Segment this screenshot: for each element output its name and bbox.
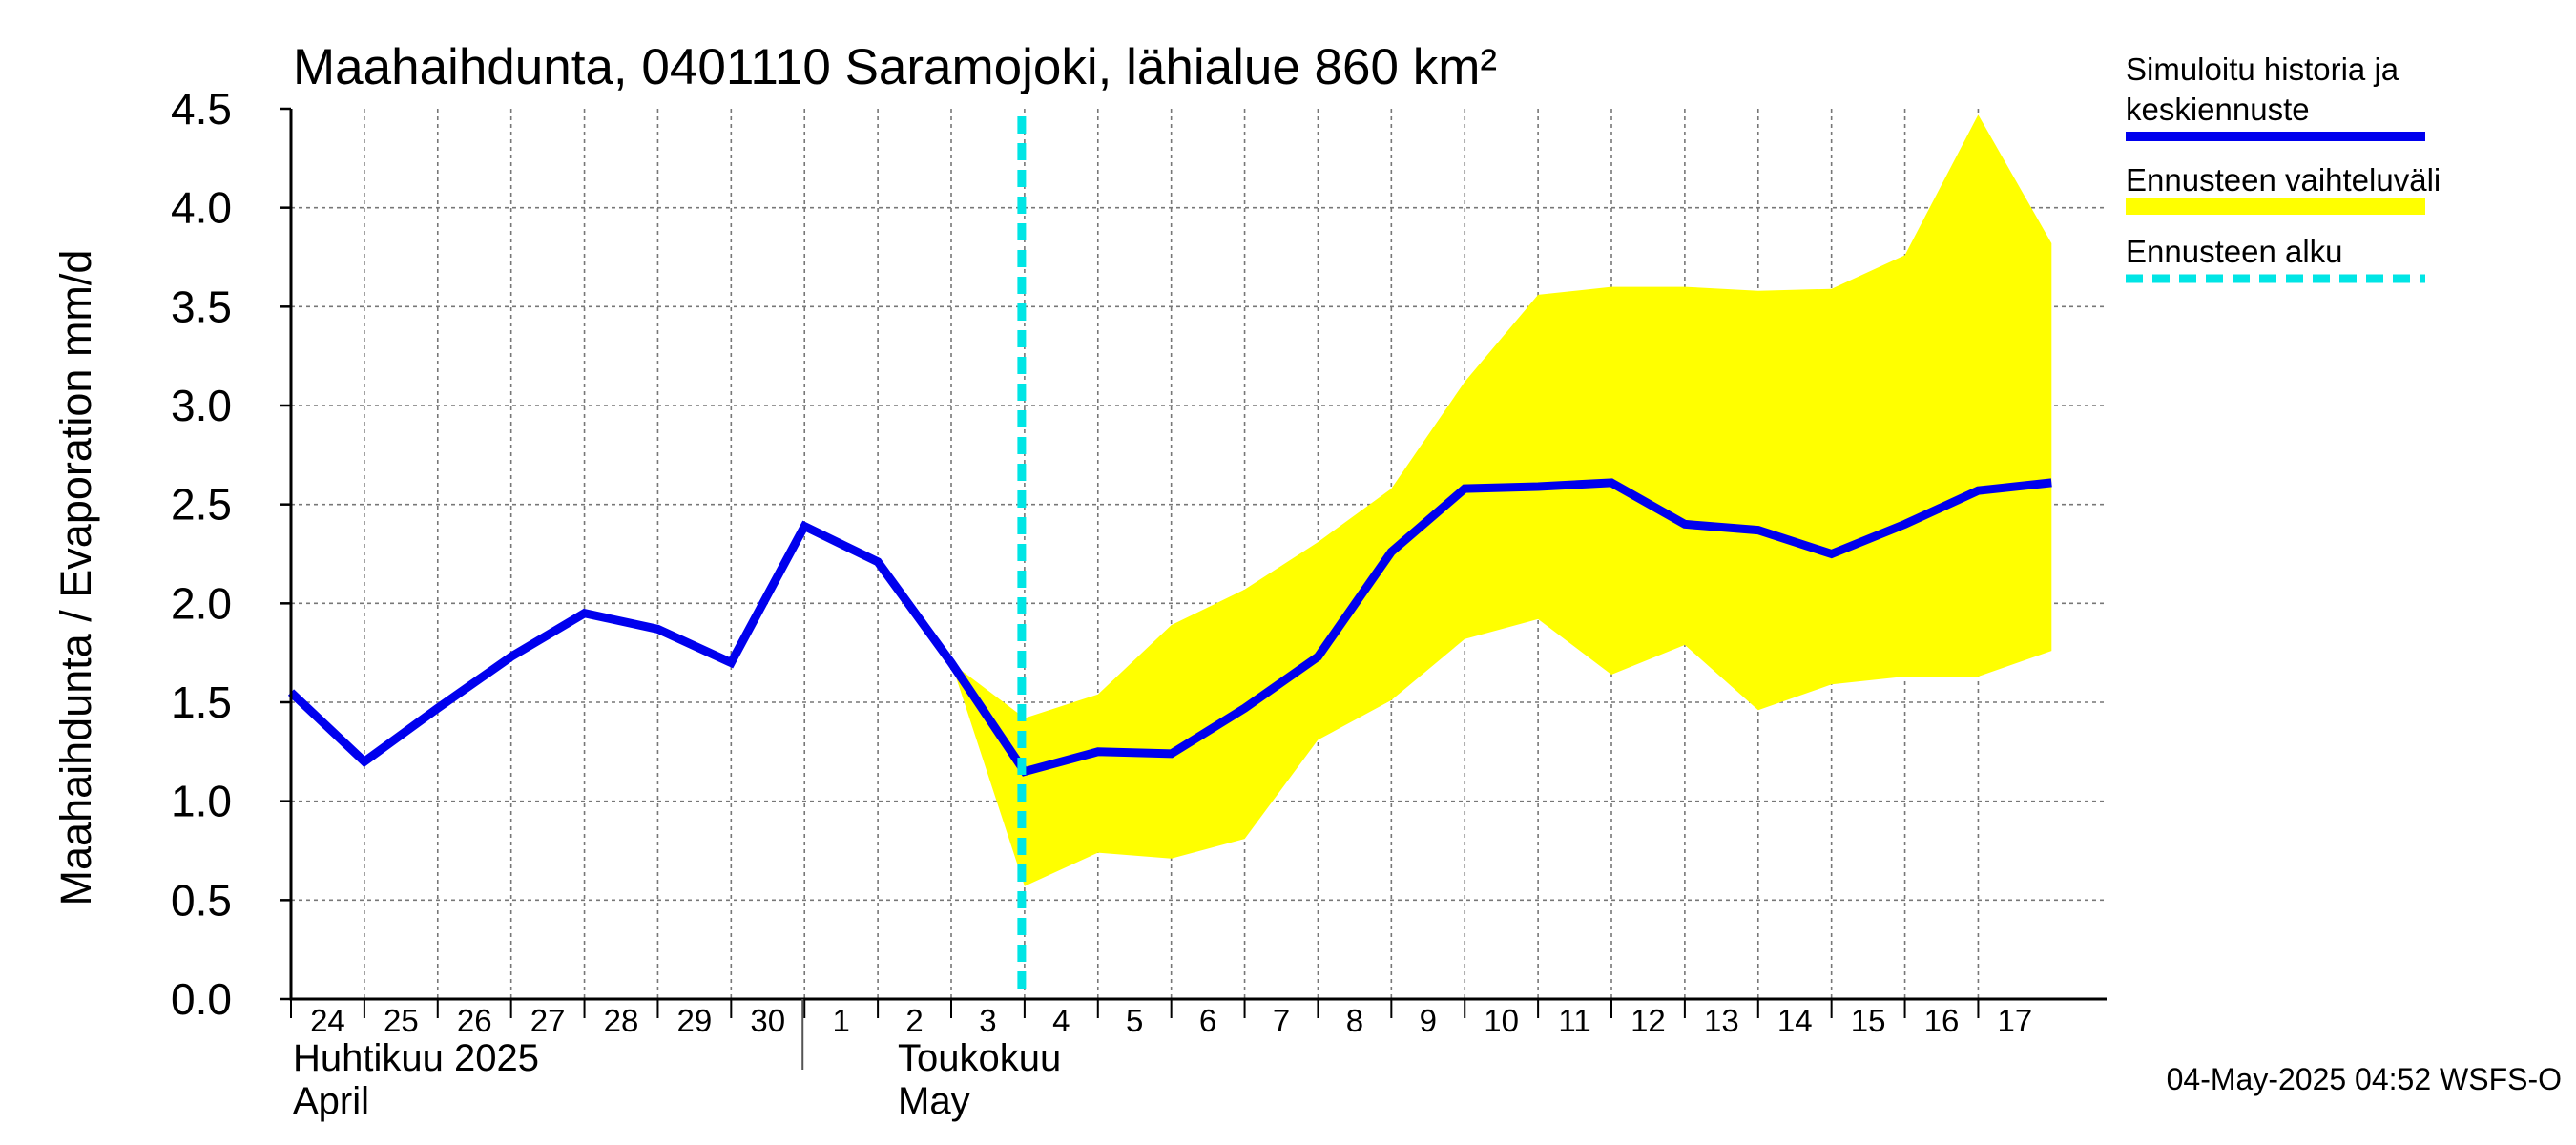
x-tick-label: 8 <box>1346 1003 1363 1038</box>
month-labels: Huhtikuu 2025 April Toukokuu May <box>293 1037 1061 1122</box>
legend-label-range: Ennusteen vaihteluväli <box>2126 162 2441 198</box>
legend-label-forecast-start: Ennusteen alku <box>2126 234 2343 269</box>
x-tick-label: 25 <box>384 1003 419 1038</box>
x-tick-label: 26 <box>457 1003 492 1038</box>
simulated-series-layer <box>287 116 2052 999</box>
forecast-range-band-layer <box>951 114 2052 886</box>
y-tick-label: 3.0 <box>171 381 232 430</box>
y-tick-label: 4.5 <box>171 84 232 134</box>
y-tick-label: 0.5 <box>171 875 232 925</box>
plot-frame <box>289 109 2107 1001</box>
x-tick-label: 6 <box>1199 1003 1216 1038</box>
x-tick-label: 16 <box>1924 1003 1960 1038</box>
footer-timestamp: 04-May-2025 04:52 WSFS-O <box>2167 1062 2562 1096</box>
y-tick-label: 0.0 <box>171 974 232 1024</box>
month-label-may-fi: Toukokuu <box>898 1037 1061 1079</box>
month-label-april-fi: Huhtikuu 2025 <box>293 1037 539 1079</box>
x-tick-label: 28 <box>604 1003 639 1038</box>
x-tick-label: 7 <box>1273 1003 1290 1038</box>
y-axis-label: Maahaihdunta / Evaporation mm/d <box>52 250 100 906</box>
x-tick-label: 9 <box>1420 1003 1437 1038</box>
x-tick-label: 12 <box>1631 1003 1666 1038</box>
x-tick-label: 2 <box>905 1003 923 1038</box>
x-axis-ticks: 24 25 26 27 28 29 30 1 2 3 4 5 6 7 8 9 10 11 12 13 14 15 16 17 <box>290 999 2033 1070</box>
month-label-may-en: May <box>898 1080 970 1122</box>
x-tick-label: 13 <box>1704 1003 1739 1038</box>
y-axis-ticks: 0.0 0.5 1.0 1.5 2.0 2.5 3.0 3.5 4.0 4.5 <box>171 84 291 1024</box>
x-tick-label: 3 <box>979 1003 996 1038</box>
chart-title: Maahaihdunta, 0401110 Saramojoki, lähial… <box>293 39 1497 95</box>
x-tick-label: 5 <box>1126 1003 1143 1038</box>
x-tick-label: 14 <box>1777 1003 1813 1038</box>
x-tick-label: 11 <box>1558 1003 1590 1038</box>
x-tick-label: 1 <box>832 1003 849 1038</box>
legend-label-simulated-line2: keskiennuste <box>2126 92 2310 127</box>
y-tick-label: 1.5 <box>171 677 232 727</box>
x-tick-label: 30 <box>750 1003 785 1038</box>
x-tick-label: 17 <box>1998 1003 2033 1038</box>
x-tick-label: 15 <box>1851 1003 1886 1038</box>
y-tick-label: 1.0 <box>171 777 232 826</box>
x-tick-label: 24 <box>310 1003 345 1038</box>
y-tick-label: 3.5 <box>171 281 232 331</box>
x-tick-label: 10 <box>1484 1003 1519 1038</box>
y-tick-label: 4.0 <box>171 183 232 233</box>
month-label-april-en: April <box>293 1080 369 1122</box>
x-tick-label: 4 <box>1052 1003 1070 1038</box>
x-tick-label: 29 <box>677 1003 713 1038</box>
y-tick-label: 2.5 <box>171 480 232 530</box>
x-tick-label: 27 <box>530 1003 566 1038</box>
y-tick-label: 2.0 <box>171 578 232 628</box>
legend: Simuloitu historia ja keskiennuste Ennus… <box>2126 52 2441 283</box>
legend-label-simulated-line1: Simuloitu historia ja <box>2126 52 2399 87</box>
forecast-range-band <box>951 114 2052 886</box>
